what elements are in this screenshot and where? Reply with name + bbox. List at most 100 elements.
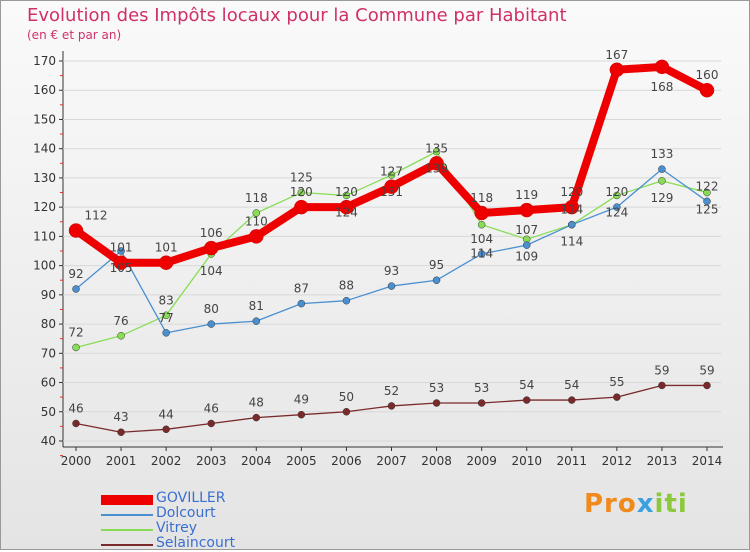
data-label: 44 <box>159 407 174 421</box>
data-label: 160 <box>696 68 719 82</box>
data-label: 120 <box>335 185 358 199</box>
y-tick-label: 150 <box>33 112 56 126</box>
data-point <box>384 179 399 194</box>
y-tick-label: 40 <box>41 434 56 448</box>
data-point <box>564 199 580 215</box>
data-point <box>72 285 80 293</box>
data-point <box>158 255 174 270</box>
data-point <box>252 209 261 217</box>
data-label: 72 <box>68 325 83 339</box>
data-point <box>162 329 170 337</box>
data-label: 125 <box>696 203 719 217</box>
data-point <box>429 156 444 171</box>
data-label: 83 <box>159 293 174 307</box>
data-label: 52 <box>384 384 399 398</box>
data-point <box>522 241 531 249</box>
legend-label: GOVILLER <box>156 490 226 506</box>
data-label: 53 <box>429 381 444 395</box>
x-tick-label: 2011 <box>557 454 588 468</box>
x-tick-label: 2005 <box>286 454 317 468</box>
data-point <box>117 247 125 255</box>
y-tick-label: 110 <box>33 229 56 243</box>
data-point <box>703 188 711 197</box>
line-chart: 40 50 60 70 80 90 100 110 120 130 140 150 160 170 2000… <box>33 48 723 468</box>
data-label: 110 <box>245 214 268 228</box>
y-tick-label: 100 <box>33 259 56 273</box>
data-label: 120 <box>290 185 313 199</box>
y-tick-label: 60 <box>41 376 56 390</box>
data-label: 54 <box>564 378 579 392</box>
data-point <box>342 191 351 200</box>
data-point <box>252 413 261 422</box>
data-point <box>387 171 396 179</box>
data-label: 81 <box>249 299 264 313</box>
data-label: 114 <box>560 235 583 249</box>
data-point <box>613 393 621 401</box>
x-tick-label: 2001 <box>106 454 137 468</box>
data-label: 104 <box>470 232 493 246</box>
data-label: 104 <box>200 264 223 278</box>
data-label: 114 <box>470 247 493 261</box>
legend-swatch <box>101 495 153 505</box>
data-label: 133 <box>650 147 673 161</box>
data-point <box>432 276 441 284</box>
y-tick-label: 70 <box>41 346 56 360</box>
x-tick-label: 2003 <box>196 454 227 468</box>
legend-swatch <box>101 514 153 516</box>
data-point <box>339 199 354 215</box>
y-tick-label: 50 <box>41 405 56 419</box>
data-point <box>387 402 396 410</box>
x-tick-label: 2008 <box>421 454 452 468</box>
x-tick-label: 2012 <box>602 454 633 468</box>
y-tick-label: 90 <box>41 288 56 302</box>
data-label: 120 <box>560 185 583 199</box>
data-point <box>477 250 486 258</box>
data-label: 118 <box>470 191 493 205</box>
data-label: 59 <box>654 363 669 377</box>
data-label: 131 <box>380 185 403 199</box>
data-point <box>699 82 715 98</box>
data-label: 106 <box>200 226 223 240</box>
data-point <box>703 197 711 206</box>
data-point <box>522 396 531 404</box>
data-point <box>113 255 129 270</box>
label-layer: 112 101 101 106 110 120 120 127 135 118 119 120 167 1… <box>68 48 718 424</box>
series-layer <box>68 59 715 436</box>
proxiti-logo: Proxiti <box>584 489 688 519</box>
data-label: 48 <box>249 396 264 410</box>
data-label: 135 <box>425 141 448 155</box>
data-point <box>342 408 351 416</box>
data-label: 112 <box>85 209 108 223</box>
data-label: 101 <box>110 241 133 255</box>
data-point <box>658 165 666 173</box>
data-label: 124 <box>335 205 358 219</box>
data-label: 124 <box>605 205 628 219</box>
x-tick-label: 2013 <box>647 454 678 468</box>
data-label: 54 <box>519 378 534 392</box>
x-tick-label: 2010 <box>511 454 542 468</box>
data-point <box>474 205 489 221</box>
y-tick-label: 140 <box>33 142 56 156</box>
data-point <box>658 177 666 185</box>
data-point <box>297 188 306 197</box>
x-tick-label: 2014 <box>692 454 723 468</box>
data-point <box>207 419 215 428</box>
data-point <box>68 223 84 238</box>
data-point <box>613 203 621 211</box>
y-tick-label: 120 <box>33 200 56 214</box>
data-point <box>568 396 576 404</box>
data-point <box>658 381 666 390</box>
data-label: 46 <box>204 401 219 415</box>
x-tick-label: 2000 <box>61 454 92 468</box>
data-label: 129 <box>650 191 673 205</box>
data-label: 114 <box>560 203 583 217</box>
y-tick-label: 80 <box>41 317 56 331</box>
chart-subtitle: (en € et par an) <box>27 28 122 42</box>
x-tick-label: 2009 <box>466 454 497 468</box>
data-point <box>207 320 215 328</box>
data-label: 43 <box>113 410 128 424</box>
data-point <box>252 317 261 325</box>
data-point <box>297 299 306 308</box>
data-label: 167 <box>605 48 628 62</box>
